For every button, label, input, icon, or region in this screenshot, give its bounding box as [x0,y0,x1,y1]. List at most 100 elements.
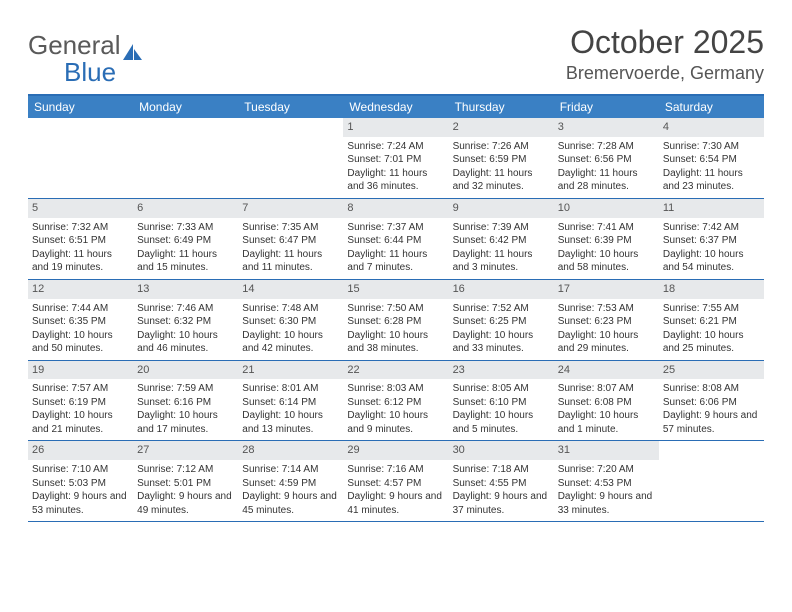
day-number [28,118,133,137]
day-cell [28,118,133,198]
day-number: 21 [238,361,343,380]
day-content: Sunrise: 7:50 AMSunset: 6:28 PMDaylight:… [343,299,448,360]
sunset-text: Sunset: 4:59 PM [242,477,339,491]
daylight-text: Daylight: 10 hours and 38 minutes. [347,329,444,356]
sunset-text: Sunset: 4:53 PM [558,477,655,491]
day-number: 23 [449,361,554,380]
daylight-text: Daylight: 10 hours and 42 minutes. [242,329,339,356]
calendar: Sunday Monday Tuesday Wednesday Thursday… [28,94,764,522]
day-content: Sunrise: 7:37 AMSunset: 6:44 PMDaylight:… [343,218,448,279]
day-cell: 13Sunrise: 7:46 AMSunset: 6:32 PMDayligh… [133,280,238,360]
day-cell: 5Sunrise: 7:32 AMSunset: 6:51 PMDaylight… [28,199,133,279]
day-number: 25 [659,361,764,380]
day-cell: 19Sunrise: 7:57 AMSunset: 6:19 PMDayligh… [28,361,133,441]
day-content: Sunrise: 7:10 AMSunset: 5:03 PMDaylight:… [28,460,133,521]
sunset-text: Sunset: 6:25 PM [453,315,550,329]
day-content: Sunrise: 7:32 AMSunset: 6:51 PMDaylight:… [28,218,133,279]
sunset-text: Sunset: 6:12 PM [347,396,444,410]
day-number: 9 [449,199,554,218]
weekday-header-row: Sunday Monday Tuesday Wednesday Thursday… [28,96,764,118]
day-content: Sunrise: 7:44 AMSunset: 6:35 PMDaylight:… [28,299,133,360]
daylight-text: Daylight: 11 hours and 32 minutes. [453,167,550,194]
weekday-header: Tuesday [238,96,343,118]
sunrise-text: Sunrise: 7:57 AM [32,382,129,396]
day-content: Sunrise: 7:41 AMSunset: 6:39 PMDaylight:… [554,218,659,279]
day-cell: 2Sunrise: 7:26 AMSunset: 6:59 PMDaylight… [449,118,554,198]
month-title: October 2025 [566,24,764,61]
day-number: 24 [554,361,659,380]
day-number: 5 [28,199,133,218]
day-cell: 27Sunrise: 7:12 AMSunset: 5:01 PMDayligh… [133,441,238,521]
day-content: Sunrise: 7:52 AMSunset: 6:25 PMDaylight:… [449,299,554,360]
day-cell: 31Sunrise: 7:20 AMSunset: 4:53 PMDayligh… [554,441,659,521]
day-cell: 1Sunrise: 7:24 AMSunset: 7:01 PMDaylight… [343,118,448,198]
daylight-text: Daylight: 10 hours and 21 minutes. [32,409,129,436]
week-row: 5Sunrise: 7:32 AMSunset: 6:51 PMDaylight… [28,199,764,280]
sunset-text: Sunset: 6:42 PM [453,234,550,248]
daylight-text: Daylight: 11 hours and 15 minutes. [137,248,234,275]
day-cell: 15Sunrise: 7:50 AMSunset: 6:28 PMDayligh… [343,280,448,360]
sunrise-text: Sunrise: 8:08 AM [663,382,760,396]
sunset-text: Sunset: 6:10 PM [453,396,550,410]
weekday-header: Wednesday [343,96,448,118]
week-row: 12Sunrise: 7:44 AMSunset: 6:35 PMDayligh… [28,280,764,361]
sunset-text: Sunset: 6:39 PM [558,234,655,248]
day-content: Sunrise: 7:35 AMSunset: 6:47 PMDaylight:… [238,218,343,279]
day-number: 10 [554,199,659,218]
sunrise-text: Sunrise: 7:59 AM [137,382,234,396]
sunrise-text: Sunrise: 7:33 AM [137,221,234,235]
week-row: 19Sunrise: 7:57 AMSunset: 6:19 PMDayligh… [28,361,764,442]
sunrise-text: Sunrise: 7:41 AM [558,221,655,235]
daylight-text: Daylight: 10 hours and 54 minutes. [663,248,760,275]
day-content: Sunrise: 7:28 AMSunset: 6:56 PMDaylight:… [554,137,659,198]
sunrise-text: Sunrise: 7:30 AM [663,140,760,154]
weekday-header: Saturday [659,96,764,118]
sunset-text: Sunset: 6:08 PM [558,396,655,410]
daylight-text: Daylight: 9 hours and 49 minutes. [137,490,234,517]
sunrise-text: Sunrise: 7:12 AM [137,463,234,477]
daylight-text: Daylight: 10 hours and 9 minutes. [347,409,444,436]
sunrise-text: Sunrise: 7:44 AM [32,302,129,316]
sunrise-text: Sunrise: 7:46 AM [137,302,234,316]
sunrise-text: Sunrise: 7:35 AM [242,221,339,235]
sunset-text: Sunset: 6:28 PM [347,315,444,329]
sunset-text: Sunset: 5:03 PM [32,477,129,491]
day-cell [238,118,343,198]
daylight-text: Daylight: 9 hours and 53 minutes. [32,490,129,517]
day-number: 16 [449,280,554,299]
daylight-text: Daylight: 10 hours and 50 minutes. [32,329,129,356]
day-content: Sunrise: 7:59 AMSunset: 6:16 PMDaylight:… [133,379,238,440]
daylight-text: Daylight: 9 hours and 41 minutes. [347,490,444,517]
day-content: Sunrise: 7:33 AMSunset: 6:49 PMDaylight:… [133,218,238,279]
daylight-text: Daylight: 10 hours and 33 minutes. [453,329,550,356]
day-cell: 14Sunrise: 7:48 AMSunset: 6:30 PMDayligh… [238,280,343,360]
sunrise-text: Sunrise: 7:39 AM [453,221,550,235]
day-content: Sunrise: 8:07 AMSunset: 6:08 PMDaylight:… [554,379,659,440]
sunset-text: Sunset: 6:06 PM [663,396,760,410]
brand-word2: Blue [64,57,144,88]
sunset-text: Sunset: 6:49 PM [137,234,234,248]
daylight-text: Daylight: 10 hours and 17 minutes. [137,409,234,436]
daylight-text: Daylight: 10 hours and 1 minute. [558,409,655,436]
week-row: 26Sunrise: 7:10 AMSunset: 5:03 PMDayligh… [28,441,764,522]
day-number: 3 [554,118,659,137]
sunset-text: Sunset: 6:23 PM [558,315,655,329]
sunset-text: Sunset: 4:55 PM [453,477,550,491]
day-number: 4 [659,118,764,137]
day-number: 11 [659,199,764,218]
sunrise-text: Sunrise: 7:50 AM [347,302,444,316]
sunset-text: Sunset: 6:44 PM [347,234,444,248]
sunrise-text: Sunrise: 7:16 AM [347,463,444,477]
day-number: 18 [659,280,764,299]
sunrise-text: Sunrise: 7:55 AM [663,302,760,316]
day-cell: 28Sunrise: 7:14 AMSunset: 4:59 PMDayligh… [238,441,343,521]
day-cell: 20Sunrise: 7:59 AMSunset: 6:16 PMDayligh… [133,361,238,441]
daylight-text: Daylight: 10 hours and 58 minutes. [558,248,655,275]
day-number [659,441,764,460]
day-cell: 25Sunrise: 8:08 AMSunset: 6:06 PMDayligh… [659,361,764,441]
day-content: Sunrise: 7:18 AMSunset: 4:55 PMDaylight:… [449,460,554,521]
daylight-text: Daylight: 11 hours and 11 minutes. [242,248,339,275]
sunrise-text: Sunrise: 7:37 AM [347,221,444,235]
day-content: Sunrise: 7:12 AMSunset: 5:01 PMDaylight:… [133,460,238,521]
brand-logo: GeneralBlue [28,24,144,88]
